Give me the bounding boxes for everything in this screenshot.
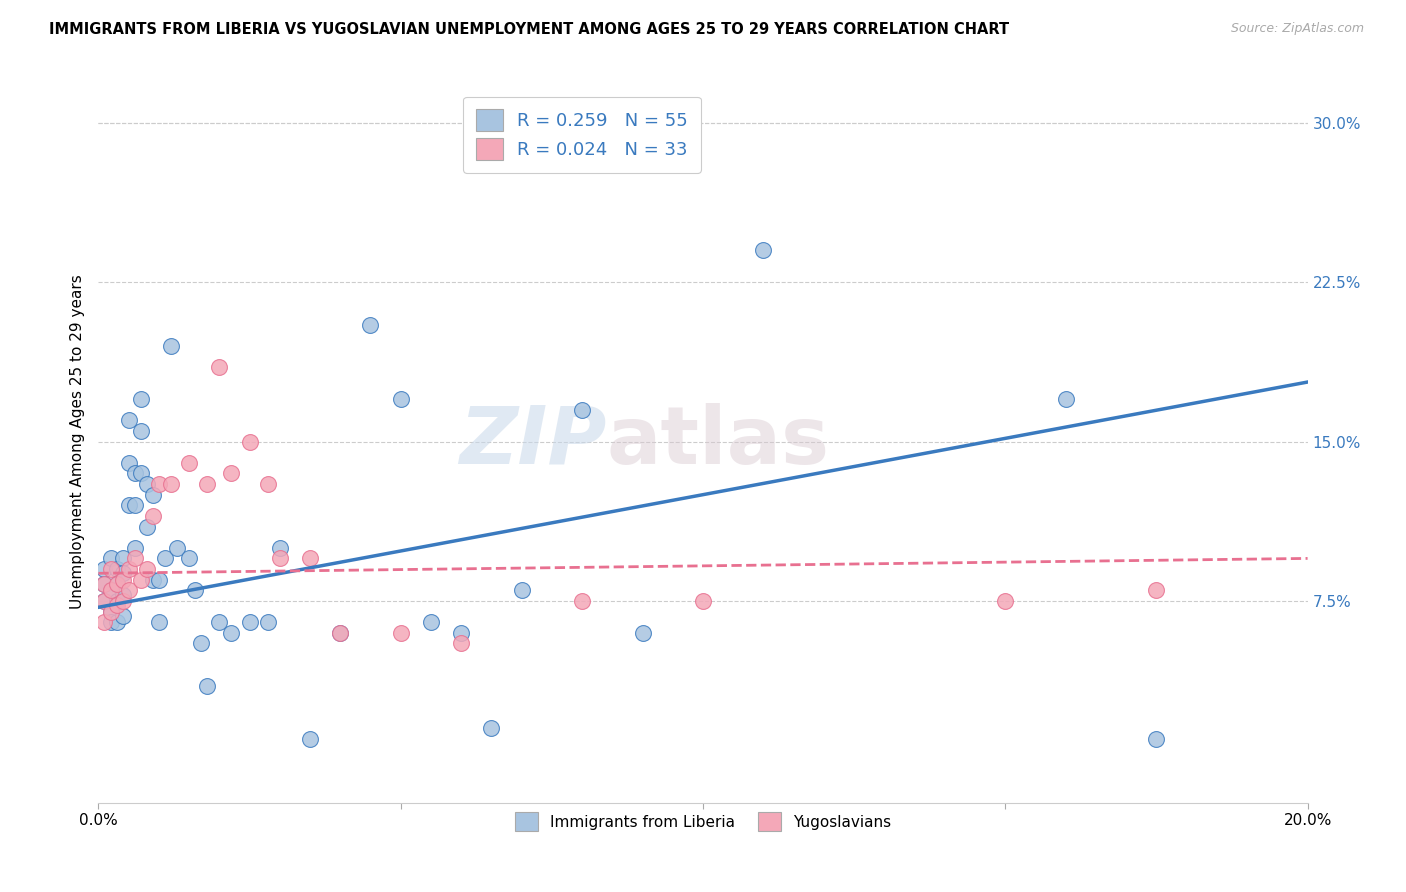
Point: [256, 477, 278, 491]
Point: [160, 339, 183, 353]
Point: [124, 467, 146, 481]
Point: [752, 244, 775, 258]
Point: [148, 573, 170, 587]
Point: [111, 551, 134, 566]
Point: [129, 467, 152, 481]
Point: [166, 541, 188, 555]
Point: [221, 467, 243, 481]
Point: [100, 583, 122, 598]
Y-axis label: Unemployment Among Ages 25 to 29 years: Unemployment Among Ages 25 to 29 years: [69, 274, 84, 609]
Point: [118, 562, 141, 576]
Point: [100, 583, 122, 598]
Point: [329, 625, 352, 640]
Point: [299, 732, 322, 747]
Point: [299, 551, 322, 566]
Text: atlas: atlas: [606, 402, 830, 481]
Text: ZIP: ZIP: [458, 402, 606, 481]
Legend: Immigrants from Liberia, Yugoslavians: Immigrants from Liberia, Yugoslavians: [508, 805, 898, 838]
Point: [148, 477, 170, 491]
Point: [100, 615, 122, 630]
Point: [148, 615, 170, 630]
Point: [631, 625, 654, 640]
Point: [100, 605, 122, 619]
Point: [389, 392, 412, 406]
Point: [269, 551, 291, 566]
Text: Source: ZipAtlas.com: Source: ZipAtlas.com: [1230, 22, 1364, 36]
Point: [93, 594, 115, 608]
Point: [118, 413, 141, 427]
Point: [571, 594, 593, 608]
Point: [111, 573, 134, 587]
Point: [208, 615, 231, 630]
Point: [692, 594, 714, 608]
Point: [100, 562, 122, 576]
Point: [93, 594, 115, 608]
Point: [105, 598, 128, 612]
Point: [208, 360, 231, 375]
Point: [105, 577, 128, 591]
Point: [179, 456, 201, 470]
Point: [111, 608, 134, 623]
Point: [124, 541, 146, 555]
Point: [135, 562, 157, 576]
Point: [118, 498, 141, 512]
Point: [93, 577, 115, 591]
Point: [389, 625, 412, 640]
Point: [129, 424, 152, 438]
Point: [135, 477, 157, 491]
Point: [1144, 732, 1167, 747]
Point: [269, 541, 291, 555]
Point: [105, 562, 128, 576]
Point: [190, 636, 212, 650]
Point: [105, 594, 128, 608]
Point: [142, 573, 165, 587]
Point: [256, 615, 278, 630]
Point: [93, 615, 115, 630]
Point: [100, 551, 122, 566]
Point: [1054, 392, 1077, 406]
Point: [153, 551, 176, 566]
Point: [111, 588, 134, 602]
Text: IMMIGRANTS FROM LIBERIA VS YUGOSLAVIAN UNEMPLOYMENT AMONG AGES 25 TO 29 YEARS CO: IMMIGRANTS FROM LIBERIA VS YUGOSLAVIAN U…: [49, 22, 1010, 37]
Point: [111, 594, 134, 608]
Point: [160, 477, 183, 491]
Point: [571, 402, 593, 417]
Point: [124, 551, 146, 566]
Point: [179, 551, 201, 566]
Point: [93, 577, 115, 591]
Point: [195, 477, 218, 491]
Point: [111, 566, 134, 581]
Point: [420, 615, 443, 630]
Point: [118, 456, 141, 470]
Point: [93, 562, 115, 576]
Point: [360, 318, 382, 332]
Point: [450, 625, 472, 640]
Point: [105, 615, 128, 630]
Point: [124, 498, 146, 512]
Point: [105, 577, 128, 591]
Point: [118, 583, 141, 598]
Point: [239, 434, 262, 449]
Point: [510, 583, 533, 598]
Point: [184, 583, 207, 598]
Point: [1144, 583, 1167, 598]
Point: [195, 679, 218, 693]
Point: [450, 636, 472, 650]
Point: [135, 519, 157, 533]
Point: [129, 392, 152, 406]
Point: [329, 625, 352, 640]
Point: [239, 615, 262, 630]
Point: [129, 573, 152, 587]
Point: [100, 605, 122, 619]
Point: [481, 722, 503, 736]
Point: [221, 625, 243, 640]
Point: [994, 594, 1017, 608]
Point: [142, 508, 165, 523]
Point: [142, 488, 165, 502]
